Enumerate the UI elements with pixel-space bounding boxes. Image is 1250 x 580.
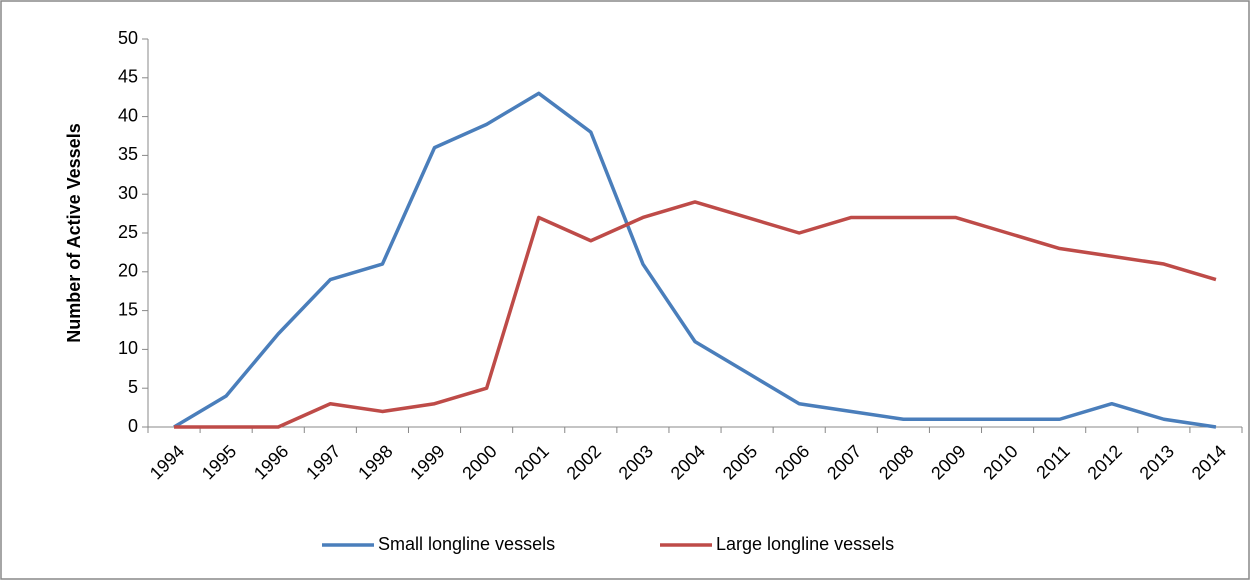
y-axis-label: Number of Active Vessels xyxy=(64,123,84,342)
y-tick-label: 5 xyxy=(128,377,138,397)
y-tick-label: 40 xyxy=(118,105,138,125)
y-tick-label: 15 xyxy=(118,299,138,319)
legend-label: Large longline vessels xyxy=(716,534,894,554)
y-tick-label: 0 xyxy=(128,416,138,436)
series-line xyxy=(173,91,1217,429)
y-tick-label: 50 xyxy=(118,28,138,48)
series-line xyxy=(174,200,1217,429)
y-tick-label: 10 xyxy=(118,338,138,358)
legend-label: Small longline vessels xyxy=(378,534,555,554)
y-tick-label: 35 xyxy=(118,144,138,164)
y-tick-label: 45 xyxy=(118,67,138,87)
y-tick-label: 25 xyxy=(118,222,138,242)
y-tick-label: 30 xyxy=(118,183,138,203)
y-tick-label: 20 xyxy=(118,261,138,281)
